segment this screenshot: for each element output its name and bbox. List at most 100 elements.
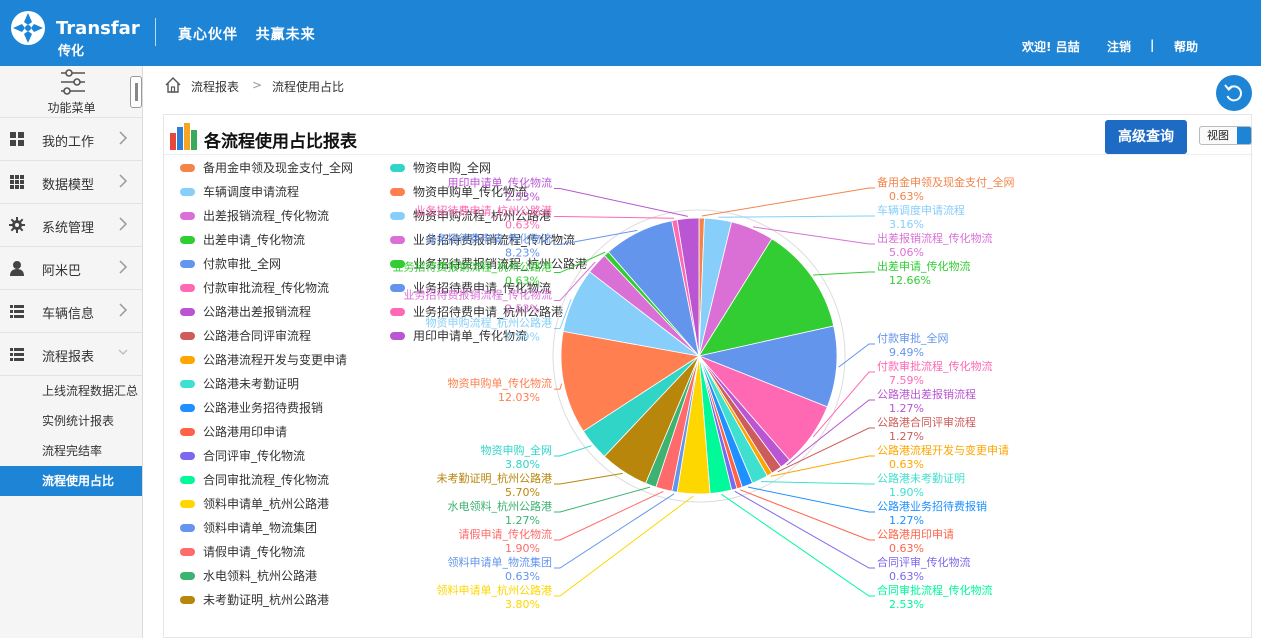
legend-item[interactable]: 付款审批流程_传化物流	[203, 280, 329, 295]
slice-percent-label: 1.90%	[889, 486, 924, 499]
slice-percent-label: 0.63%	[505, 219, 540, 232]
legend-swatch[interactable]	[180, 476, 195, 484]
legend-item[interactable]: 车辆调度申请流程	[203, 184, 299, 199]
header-divider	[155, 18, 156, 46]
sidebar-item-label: 系统管理	[42, 221, 95, 236]
legend-item[interactable]: 领料申请单_杭州公路港	[203, 496, 329, 511]
breadcrumb-root[interactable]: 流程报表	[191, 80, 240, 94]
slice-percent-label: 8.23%	[505, 247, 540, 260]
sidebar-subitem-instance-stats[interactable]: 实例统计报表	[42, 414, 115, 428]
sidebar-item-system-admin[interactable]: 系统管理	[0, 204, 142, 247]
legend-item[interactable]: 公路港未考勤证明	[203, 376, 299, 391]
slice-percent-label: 3.16%	[889, 218, 924, 231]
sidebar-item-data-model[interactable]: 数据模型	[0, 161, 142, 204]
legend-swatch[interactable]	[180, 404, 195, 412]
pie-slice[interactable]	[560, 330, 701, 432]
legend-item[interactable]: 物资申购流程_杭州公路港	[413, 208, 551, 223]
legend-item[interactable]: 出差申请_传化物流	[203, 232, 305, 247]
legend-swatch[interactable]	[180, 308, 195, 316]
legend-swatch[interactable]	[180, 212, 195, 220]
sidebar-collapse-handle[interactable]	[130, 76, 142, 108]
sidebar: 功能菜单 我的工作 数据模型 系统管理 阿米巴 车辆信息 流程报表 上线流程数据…	[0, 66, 143, 638]
legend-item[interactable]: 领料申请单_物流集团	[203, 520, 317, 535]
advanced-query-button[interactable]: 高级查询	[1105, 120, 1187, 154]
legend-item[interactable]: 物资申购_全网	[413, 160, 491, 175]
logout-link[interactable]: 注销	[1107, 40, 1132, 54]
pie-slice[interactable]	[698, 238, 835, 357]
legend-item[interactable]: 公路港流程开发与变更申请	[203, 352, 347, 367]
legend-swatch[interactable]	[390, 260, 405, 268]
legend-swatch[interactable]	[390, 212, 405, 220]
legend-swatch[interactable]	[180, 596, 195, 604]
legend-item[interactable]: 合同评审_传化物流	[203, 448, 305, 463]
transfar-logo	[11, 11, 45, 45]
legend-item[interactable]: 请假申请_传化物流	[203, 544, 305, 559]
slice-label: 水电领料_杭州公路港	[448, 499, 553, 513]
legend-swatch[interactable]	[180, 260, 195, 268]
legend-swatch[interactable]	[390, 332, 405, 340]
legend-swatch[interactable]	[390, 188, 405, 196]
pie-slice[interactable]	[676, 217, 700, 357]
sidebar-item-amoeba[interactable]: 阿米巴	[0, 247, 142, 290]
legend-swatch[interactable]	[180, 284, 195, 292]
legend-item[interactable]: 未考勤证明_杭州公路港	[203, 592, 329, 607]
legend-item[interactable]: 公路港出差报销流程	[203, 304, 311, 319]
slice-label: 物资申购_全网	[481, 443, 553, 457]
legend-swatch[interactable]	[180, 236, 195, 244]
select-arrows-icon	[1237, 127, 1251, 144]
pie-slice[interactable]	[697, 325, 838, 408]
legend-swatch[interactable]	[180, 428, 195, 436]
sidebar-item-process-report[interactable]: 流程报表	[0, 333, 142, 376]
label-leader-line	[740, 489, 875, 541]
legend-item[interactable]: 公路港用印申请	[203, 424, 287, 439]
label-leader-line	[554, 445, 592, 457]
legend-item[interactable]: 合同审批流程_传化物流	[203, 472, 329, 487]
legend-item[interactable]: 水电领料_杭州公路港	[203, 568, 317, 583]
sidebar-item-my-work[interactable]: 我的工作	[0, 118, 142, 161]
legend-item[interactable]: 用印申请单_传化物流	[413, 328, 527, 343]
legend-item[interactable]: 公路港业务招待费报销	[203, 400, 323, 415]
legend-swatch[interactable]	[390, 236, 405, 244]
slice-label: 领料申请单_物流集团	[448, 555, 553, 569]
legend-swatch[interactable]	[180, 452, 195, 460]
home-icon[interactable]	[164, 76, 182, 94]
legend-item[interactable]: 业务招待费报销流程_杭州公路港	[413, 256, 587, 271]
legend-item[interactable]: 业务招待费报销流程_传化物流	[413, 232, 575, 247]
legend-swatch[interactable]	[180, 188, 195, 196]
legend-item[interactable]: 付款审批_全网	[203, 256, 281, 271]
legend-swatch[interactable]	[390, 308, 405, 316]
legend-swatch[interactable]	[180, 572, 195, 580]
slice-percent-label: 12.03%	[498, 391, 540, 404]
legend-swatch[interactable]	[180, 332, 195, 340]
function-menu[interactable]: 功能菜单	[0, 66, 142, 118]
view-select[interactable]: 视图	[1199, 126, 1252, 145]
legend-item[interactable]: 备用金申领及现金支付_全网	[203, 160, 353, 175]
legend-item[interactable]: 出差报销流程_传化物流	[203, 208, 329, 223]
legend-swatch[interactable]	[180, 164, 195, 172]
legend-swatch[interactable]	[390, 284, 405, 292]
chevron-right-icon	[119, 131, 128, 145]
sidebar-subitem-online-summary[interactable]: 上线流程数据汇总	[42, 384, 139, 398]
legend-item[interactable]: 公路港合同评审流程	[203, 328, 311, 343]
slice-label: 业务招待费报销流程_杭州公路港	[393, 260, 553, 274]
legend-swatch[interactable]	[180, 380, 195, 388]
legend-swatch[interactable]	[390, 164, 405, 172]
function-menu-label: 功能菜单	[47, 101, 96, 115]
slice-label: 公路港用印申请	[877, 528, 954, 541]
legend-item[interactable]: 业务招待费申请_传化物流	[413, 280, 551, 295]
label-leader-line	[554, 486, 651, 513]
legend-swatch[interactable]	[180, 548, 195, 556]
gear-icon	[9, 217, 25, 233]
sidebar-subitem-usage-ratio[interactable]: 流程使用占比	[0, 466, 142, 496]
help-link[interactable]: 帮助	[1174, 40, 1199, 54]
sidebar-item-vehicle-info[interactable]: 车辆信息	[0, 290, 142, 333]
sidebar-subitem-completion-rate[interactable]: 流程完结率	[42, 444, 103, 458]
sidebar-item-label: 数据模型	[42, 178, 95, 193]
legend-item[interactable]: 业务招待费申请_杭州公路港	[413, 304, 563, 319]
legend-swatch[interactable]	[180, 356, 195, 364]
legend-swatch[interactable]	[180, 524, 195, 532]
legend-swatch[interactable]	[180, 500, 195, 508]
slice-percent-label: 3.80%	[505, 458, 540, 471]
legend-item[interactable]: 物资申购单_传化物流	[413, 184, 527, 199]
refresh-button[interactable]	[1216, 75, 1252, 111]
